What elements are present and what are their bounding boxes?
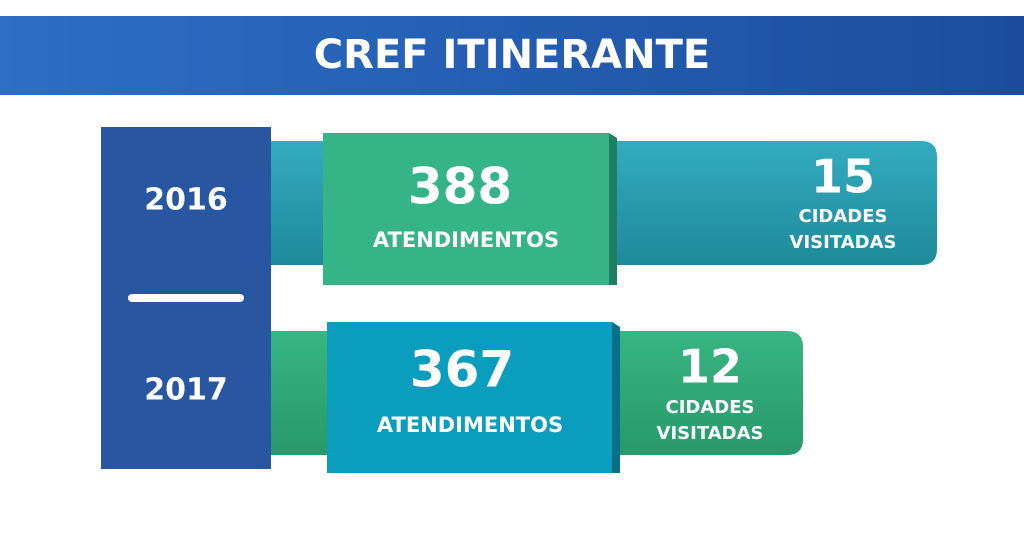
- attendances-number: 367: [410, 341, 514, 399]
- cities-label: CIDADES: [666, 397, 755, 418]
- box-fold: [609, 133, 617, 285]
- attendances-box: [327, 322, 612, 473]
- cities-number: 15: [811, 150, 875, 204]
- divider: [128, 294, 244, 302]
- header-band: [0, 16, 1024, 95]
- box-fold: [612, 322, 620, 473]
- attendances-box: [323, 133, 609, 285]
- attendances-label: ATENDIMENTOS: [377, 413, 563, 437]
- cities-number: 12: [678, 340, 742, 394]
- attendances-label: ATENDIMENTOS: [373, 228, 559, 252]
- cities-label: CIDADES: [799, 206, 888, 227]
- year: 2016: [144, 183, 228, 218]
- year: 2017: [144, 373, 228, 408]
- cities-label: VISITADAS: [657, 423, 764, 444]
- cities-label: VISITADAS: [790, 232, 897, 253]
- attendances-number: 388: [408, 158, 512, 216]
- title: CREF ITINERANTE: [314, 32, 710, 78]
